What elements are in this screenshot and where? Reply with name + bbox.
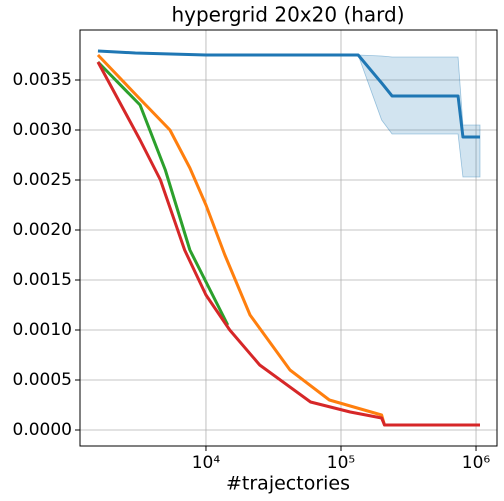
y-tick-label: 0.0030 bbox=[13, 120, 72, 140]
line bbox=[96, 60, 230, 326]
x-tick-label: 10⁶ bbox=[462, 453, 491, 473]
plot-frame bbox=[79, 29, 498, 447]
y-tick-label: 0.0020 bbox=[13, 220, 72, 240]
y-tick-label: 0.0025 bbox=[13, 170, 72, 190]
y-tick-label: 0.0010 bbox=[13, 320, 72, 340]
line bbox=[97, 49, 480, 139]
line bbox=[96, 61, 480, 427]
y-tick-label: 0.0035 bbox=[13, 70, 72, 90]
x-tick-label: 10⁵ bbox=[327, 453, 355, 473]
chart-title: hypergrid 20x20 (hard) bbox=[171, 3, 404, 27]
y-tick-label: 0.0000 bbox=[13, 420, 72, 440]
x-tick-label: 10⁴ bbox=[192, 453, 221, 473]
y-tick-label: 0.0015 bbox=[13, 270, 72, 290]
x-axis-label: #trajectories bbox=[226, 473, 350, 495]
y-tick-label: 0.0005 bbox=[13, 370, 72, 390]
